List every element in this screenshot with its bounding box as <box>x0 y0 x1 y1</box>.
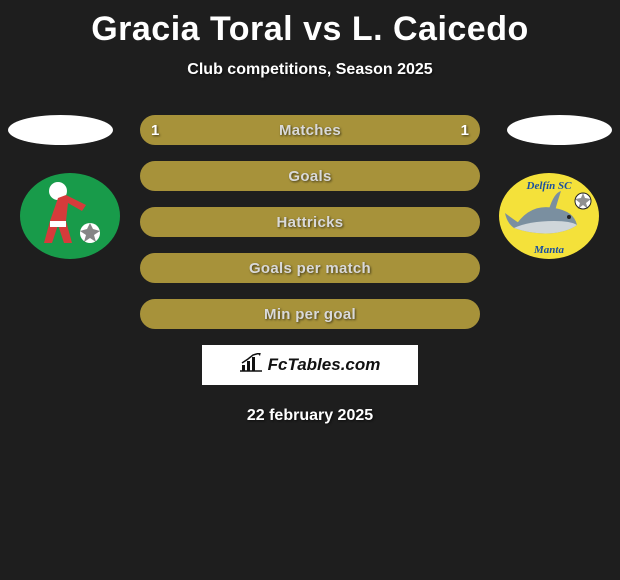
stat-label: Goals per match <box>249 260 371 277</box>
stats-container: 1 Matches 1 Goals Hattricks Goals per match Mi… <box>140 115 480 329</box>
player-photo-placeholder-left <box>8 115 113 145</box>
stat-label: Matches <box>279 122 341 139</box>
date-text: 22 february 2025 <box>0 407 620 425</box>
club-right-bottom-text: Manta <box>533 244 564 256</box>
club-logo-right: Delfín SC Manta <box>499 173 599 259</box>
comparison-content: Delfín SC Manta 1 Matches 1 Goals Hattricks G… <box>0 115 620 425</box>
stat-label: Goals <box>288 168 331 185</box>
stat-label: Min per goal <box>264 306 356 323</box>
stat-row: Min per goal <box>140 299 480 329</box>
chart-icon <box>240 353 264 378</box>
brand-box: FcTables.com <box>202 345 418 385</box>
club-logo-left <box>20 173 120 259</box>
club-right-top-text: Delfín SC <box>526 180 573 192</box>
stat-label: Hattricks <box>277 214 344 231</box>
stat-row: Hattricks <box>140 207 480 237</box>
stat-value-left: 1 <box>151 122 159 139</box>
stat-value-right: 1 <box>461 122 469 139</box>
stat-row: Goals per match <box>140 253 480 283</box>
stat-row: 1 Matches 1 <box>140 115 480 145</box>
subtitle: Club competitions, Season 2025 <box>0 61 620 79</box>
player-photo-placeholder-right <box>507 115 612 145</box>
page-title: Gracia Toral vs L. Caicedo <box>0 0 620 49</box>
brand-text: FcTables.com <box>268 355 381 375</box>
stat-row: Goals <box>140 161 480 191</box>
